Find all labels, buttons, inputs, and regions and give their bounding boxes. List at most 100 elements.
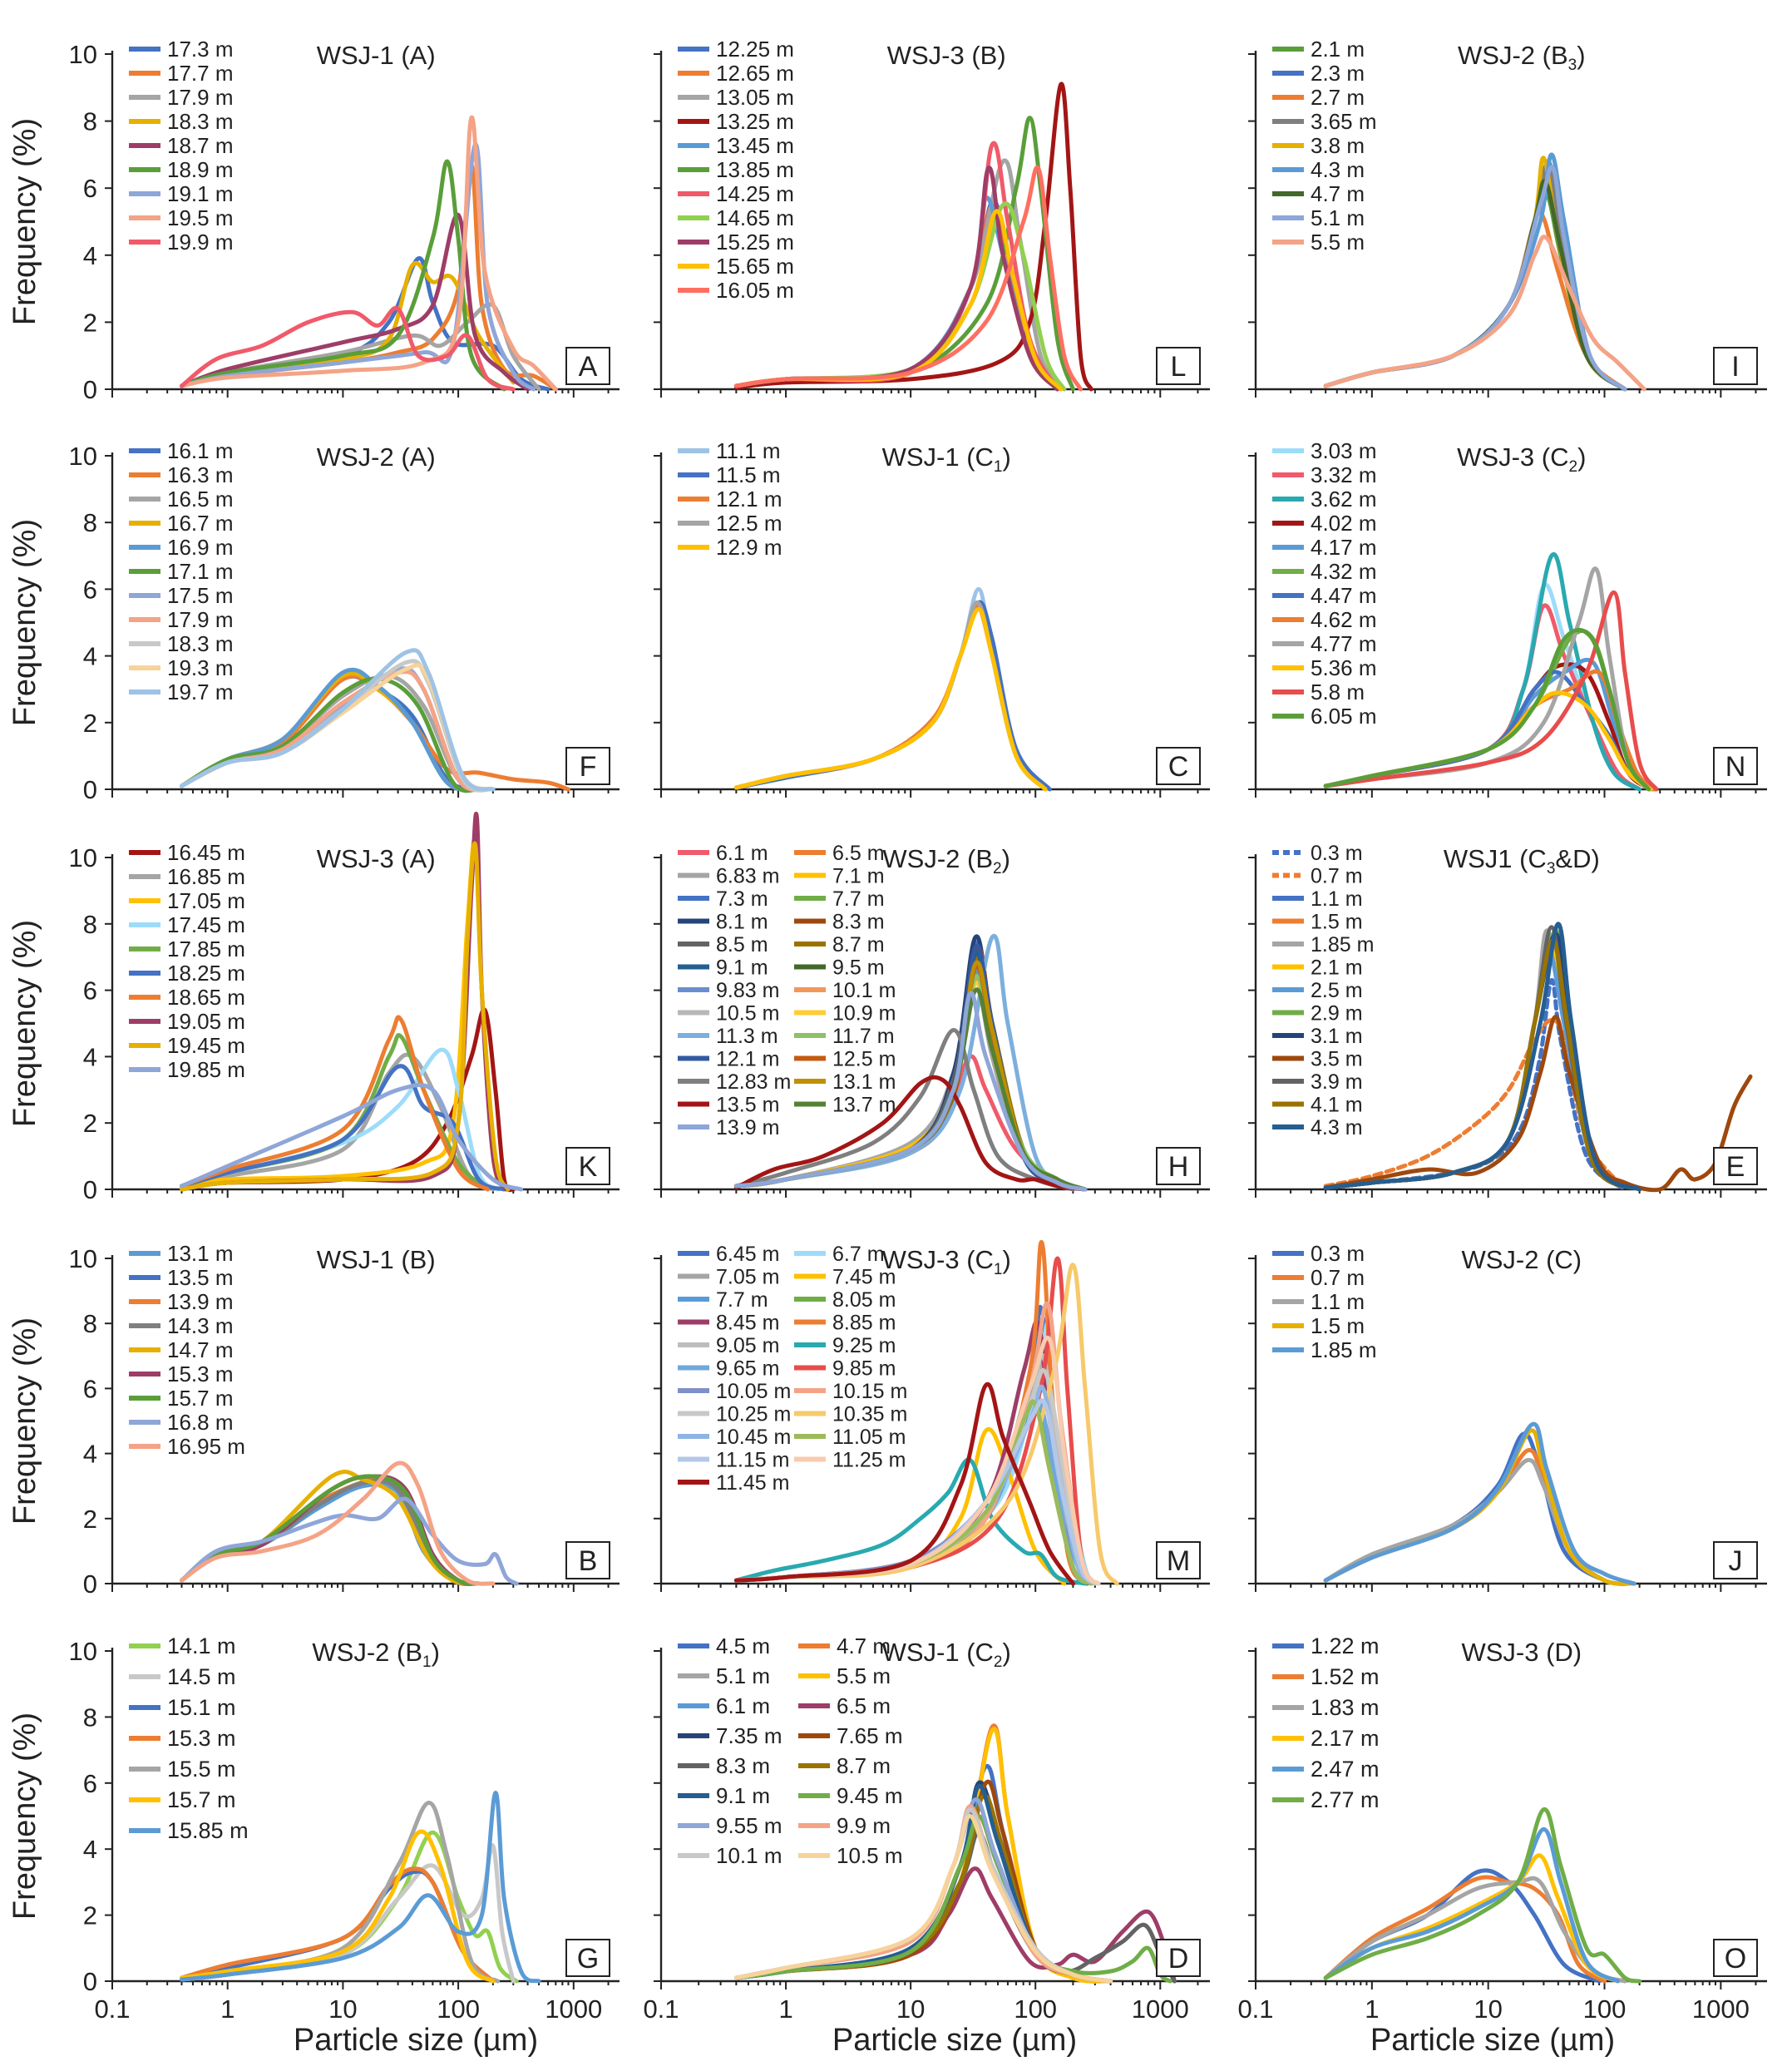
legend-label: 15.3 m bbox=[167, 1726, 236, 1751]
x-tick-label: 100 bbox=[1583, 1994, 1627, 2024]
panel-letter-box bbox=[1156, 1939, 1201, 1977]
legend-label: 18.65 m bbox=[167, 985, 245, 1010]
panel-title: WSJ-1 (B) bbox=[317, 1245, 436, 1274]
panel-letter-box bbox=[1713, 747, 1758, 785]
legend-label: 12.5 m bbox=[716, 511, 782, 536]
y-tick-label: 10 bbox=[69, 40, 97, 69]
legend-label: 13.5 m bbox=[167, 1265, 234, 1290]
y-tick-label: 8 bbox=[83, 1703, 97, 1732]
legend-label: 16.9 m bbox=[167, 535, 234, 560]
legend-label: 13.1 m bbox=[832, 1070, 896, 1094]
legend-label: 4.7 m bbox=[837, 1634, 891, 1658]
legend-label: 16.1 m bbox=[167, 438, 234, 463]
y-tick-label: 8 bbox=[83, 910, 97, 939]
legend-label: 18.3 m bbox=[167, 109, 234, 134]
legend-label: 6.45 m bbox=[716, 1243, 779, 1266]
legend-label: 6.1 m bbox=[716, 842, 768, 865]
panel-letter-box bbox=[565, 747, 610, 785]
y-tick-label: 0 bbox=[83, 375, 97, 404]
series-curve bbox=[1323, 590, 1659, 792]
x-axis-label-left: Particle size (µm) bbox=[294, 2023, 538, 2058]
series-curve bbox=[180, 212, 531, 392]
legend-label: 1.83 m bbox=[1311, 1695, 1380, 1720]
legend-label: 16.05 m bbox=[716, 278, 794, 303]
legend-label: 15.1 m bbox=[167, 1695, 236, 1720]
series-curve bbox=[1323, 1421, 1636, 1586]
series-curve bbox=[733, 1075, 1088, 1192]
series-curve bbox=[733, 607, 1048, 792]
legend-label: 5.36 m bbox=[1311, 655, 1377, 680]
legend-label: 4.3 m bbox=[1311, 157, 1365, 182]
x-axis-label-middle: Particle size (µm) bbox=[832, 2023, 1077, 2058]
series-curve bbox=[733, 1780, 1113, 1984]
y-axis-label: Frequency (%) bbox=[7, 1317, 42, 1525]
x-tick-label: 100 bbox=[437, 1994, 480, 2024]
series-curve bbox=[733, 1794, 1113, 1984]
x-tick-label: 1 bbox=[778, 1994, 792, 2024]
y-tick-label: 4 bbox=[83, 1042, 97, 1071]
series-curve bbox=[180, 1829, 496, 1984]
series-curve bbox=[733, 1793, 1113, 1984]
legend-label: 3.62 m bbox=[1311, 487, 1377, 512]
legend-label: 8.3 m bbox=[832, 911, 885, 934]
legend-label: 9.9 m bbox=[837, 1813, 891, 1838]
panel-letter-box bbox=[565, 1939, 610, 1977]
panel-letter: L bbox=[1171, 351, 1187, 383]
x-tick-label: 1 bbox=[220, 1994, 234, 2024]
panel-letter: G bbox=[577, 1943, 599, 1975]
legend-label: 4.17 m bbox=[1311, 535, 1377, 560]
series-curve bbox=[1323, 628, 1651, 792]
y-tick-label: 0 bbox=[83, 1175, 97, 1204]
legend-label: 6.5 m bbox=[837, 1693, 891, 1718]
panel-title: WSJ1 (C3&D) bbox=[1444, 844, 1600, 877]
panel-f: 0 2 4 6 8 10 WSJ-2 (A) 16.1 m16.3 m16.5 m16.7 m… bbox=[69, 438, 620, 804]
legend-label: 10.45 m bbox=[716, 1426, 791, 1449]
series-curve bbox=[733, 1784, 1113, 1984]
legend-label: 6.1 m bbox=[716, 1693, 770, 1718]
legend-label: 16.3 m bbox=[167, 462, 234, 487]
y-axis-label: Frequency (%) bbox=[7, 920, 42, 1127]
legend-label: 17.9 m bbox=[167, 85, 234, 110]
panel-letter: O bbox=[1725, 1943, 1746, 1975]
legend-label: 12.5 m bbox=[832, 1048, 896, 1071]
legend-label: 14.5 m bbox=[167, 1664, 236, 1689]
panel-letter: K bbox=[579, 1151, 598, 1183]
legend-label: 15.7 m bbox=[167, 1386, 234, 1411]
y-tick-label: 6 bbox=[83, 1374, 97, 1403]
legend-label: 18.25 m bbox=[167, 961, 245, 986]
legend-label: 9.1 m bbox=[716, 956, 768, 980]
legend-label: 4.77 m bbox=[1311, 631, 1377, 656]
series-curve bbox=[733, 165, 1083, 392]
panel-title: WSJ-1 (A) bbox=[317, 41, 436, 70]
panel-j: WSJ-2 (C) 0.3 m0.7 m1.1 m1.5 m1.85 m J bbox=[1248, 1241, 1767, 1592]
panel-letter-box bbox=[565, 1541, 610, 1579]
panel-letter-box bbox=[1713, 1939, 1758, 1977]
legend-label: 12.65 m bbox=[716, 61, 794, 86]
legend-label: 3.03 m bbox=[1311, 438, 1377, 463]
legend-label: 11.45 m bbox=[716, 1471, 789, 1495]
legend-label: 7.1 m bbox=[832, 865, 885, 888]
legend-label: 10.15 m bbox=[832, 1380, 907, 1403]
y-tick-label: 10 bbox=[69, 1244, 97, 1273]
legend-label: 18.3 m bbox=[167, 631, 234, 656]
x-tick-label: 1 bbox=[1365, 1994, 1379, 2024]
legend-label: 14.65 m bbox=[716, 205, 794, 230]
legend-label: 1.52 m bbox=[1311, 1664, 1380, 1689]
legend-label: 3.1 m bbox=[1311, 1025, 1363, 1048]
legend-label: 2.3 m bbox=[1311, 61, 1365, 86]
legend-label: 10.5 m bbox=[716, 1002, 779, 1026]
legend-label: 8.7 m bbox=[837, 1753, 891, 1778]
x-tick-label: 0.1 bbox=[94, 1994, 130, 2024]
legend-label: 13.1 m bbox=[167, 1241, 234, 1266]
legend-label: 9.5 m bbox=[832, 956, 885, 980]
panel-title: WSJ-1 (C1) bbox=[882, 442, 1011, 476]
legend-label: 10.9 m bbox=[832, 1002, 896, 1026]
series-curve bbox=[1323, 156, 1627, 392]
x-tick-label: 10 bbox=[1474, 1994, 1502, 2024]
x-tick-label: 1000 bbox=[1132, 1994, 1189, 2024]
series-curve bbox=[733, 1807, 1113, 1984]
series-curve bbox=[180, 841, 511, 1192]
panel-letter-box bbox=[1713, 1541, 1758, 1579]
series-curve bbox=[180, 1791, 541, 1984]
legend-label: 9.85 m bbox=[832, 1357, 896, 1381]
